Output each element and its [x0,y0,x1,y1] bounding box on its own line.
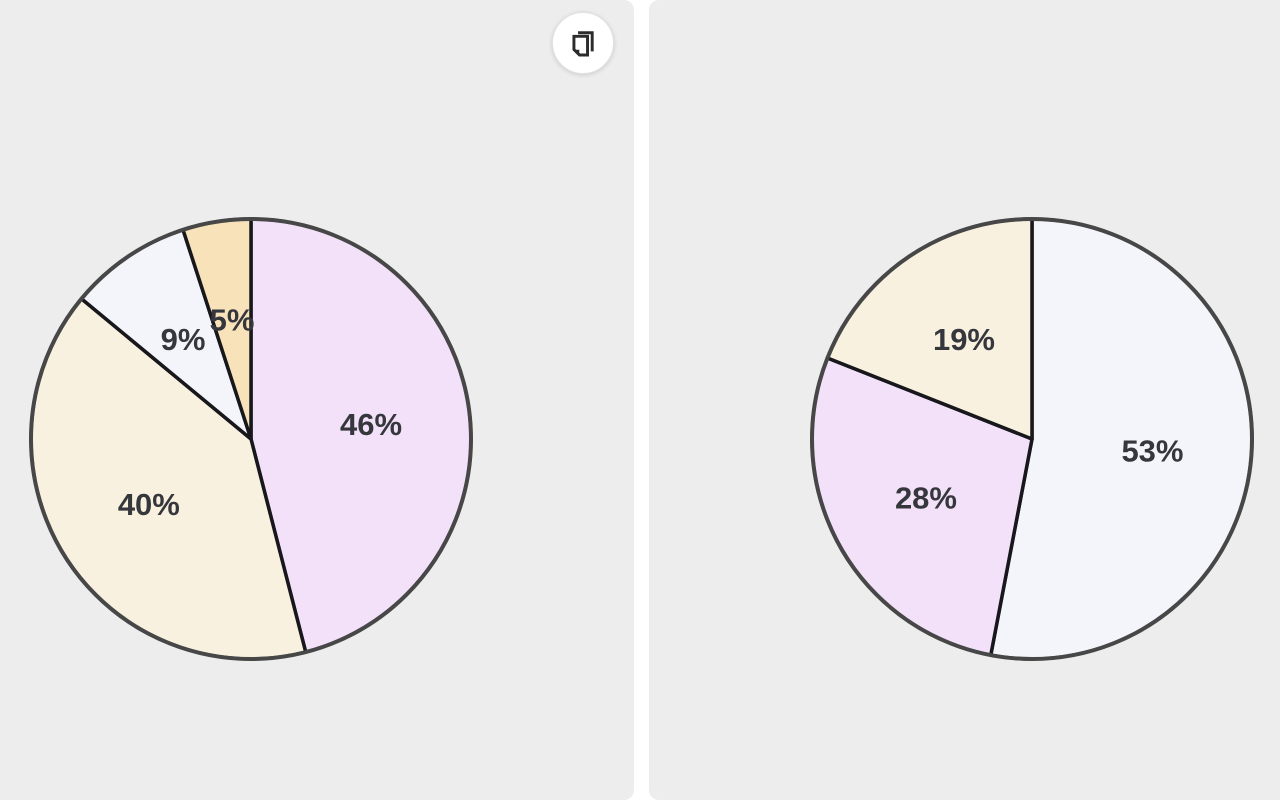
pie-slice-label: 9% [161,322,206,357]
pie-slice-label: 46% [340,407,402,442]
pie-slice-label: 53% [1121,434,1183,469]
left-chart-card: 46% 40% 9% 5% [0,0,634,800]
copy-button[interactable] [552,12,614,74]
pie-outline [29,217,473,661]
pie-slice-label: 40% [118,487,180,522]
pie-slice-label: 19% [933,322,995,357]
right-chart-card: 53% 28% 19% [649,0,1280,800]
copy-pages-icon [567,27,599,59]
pie-chart-right: 53% 28% 19% [810,217,1254,661]
pie-chart-left: 46% 40% 9%5% [29,217,473,661]
pie-outline [810,217,1254,661]
pie-slice-label: 5% [210,303,255,338]
pie-slice-label: 28% [895,480,957,515]
